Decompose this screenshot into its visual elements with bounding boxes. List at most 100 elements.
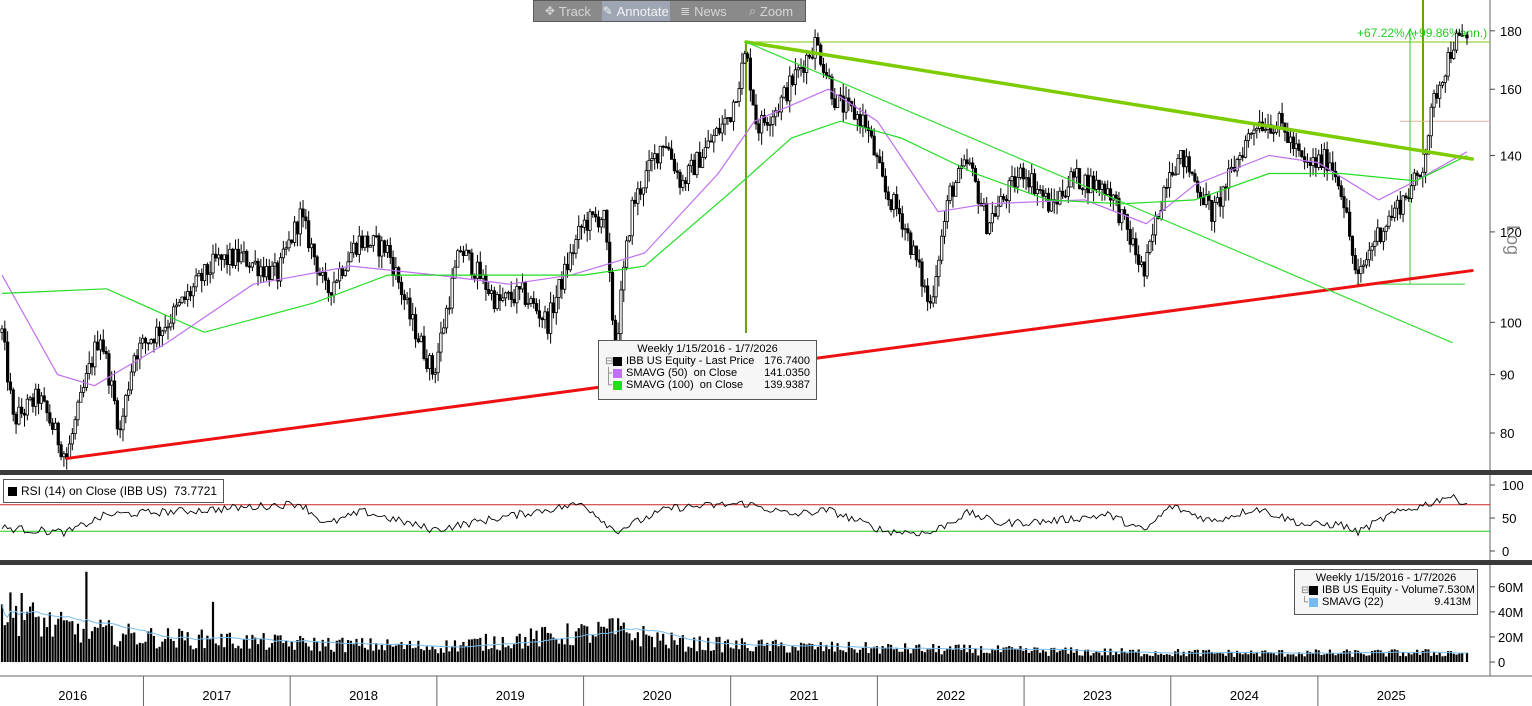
volume-bar [873, 646, 876, 662]
candle-body [526, 303, 530, 305]
year-label: 2025 [1377, 688, 1406, 703]
volume-bar [1342, 651, 1346, 662]
candle-body [1415, 172, 1419, 176]
volume-bar [479, 637, 482, 662]
rsi-legend[interactable]: RSI (14) on Close (IBB US) 73.7721 [3, 479, 225, 503]
volume-bar [135, 644, 139, 662]
volume-bar [1278, 650, 1281, 662]
volume-bar [79, 642, 82, 662]
candle-body [8, 381, 13, 391]
candle-body [1139, 261, 1144, 265]
volume-bar [341, 637, 344, 662]
volume-bar [484, 633, 488, 662]
volume-bar [1089, 655, 1092, 662]
candle-body [473, 274, 477, 279]
candle-body [762, 115, 767, 123]
volume-bar [23, 620, 26, 662]
volume-bar [1081, 655, 1084, 662]
track-button[interactable]: ✥ Track [544, 3, 591, 19]
candle-body [79, 391, 83, 403]
candle-body [1359, 266, 1363, 275]
volume-bar [850, 648, 853, 662]
volume-bar [898, 651, 901, 662]
volume-bar [963, 644, 966, 662]
volume-bar [406, 644, 409, 662]
volume-bar [1286, 654, 1289, 662]
price-legend[interactable]: Weekly 1/15/2016 - 1/7/2026 ⊟ IBB US Equi… [598, 340, 817, 400]
candle-body [267, 266, 271, 280]
candle-body [920, 261, 924, 287]
volume-bar [102, 626, 105, 662]
candle-body [51, 422, 55, 430]
candle-body [292, 221, 297, 243]
volume-bar [141, 643, 144, 662]
volume-bar [1328, 649, 1332, 662]
price-ytick-label: 80 [1500, 426, 1514, 441]
volume-bar [906, 649, 910, 662]
volume-bar [909, 653, 912, 662]
volume-bar [169, 638, 172, 662]
news-button[interactable]: ≣ News [680, 3, 727, 19]
candle-body [1263, 129, 1267, 132]
candle-body [205, 264, 209, 275]
price-ytick-label: 160 [1500, 82, 1522, 97]
candle-body [675, 170, 679, 173]
candle-body [1128, 228, 1132, 245]
volume-bar [220, 633, 223, 662]
volume-bar [780, 642, 783, 662]
candle-body [864, 114, 868, 129]
volume-bar [1275, 655, 1278, 662]
volume-bar [448, 651, 451, 662]
volume-bar [994, 650, 997, 662]
volume-bar [760, 639, 763, 662]
candle-body [1291, 136, 1295, 150]
candle-body [135, 355, 139, 360]
volume-bar [974, 648, 977, 662]
candle-body [343, 270, 347, 277]
volume-bar [366, 649, 369, 662]
volume-bar [791, 646, 794, 662]
candle-body [239, 252, 243, 263]
candle-body [996, 205, 1000, 217]
candle-body [422, 335, 426, 359]
volume-bar [977, 655, 980, 662]
candle-body [17, 406, 21, 425]
volume-bar [1281, 650, 1284, 662]
candle-body [112, 380, 117, 402]
candle-body [104, 351, 108, 355]
volume-bar [65, 620, 68, 662]
zoom-button[interactable]: ⌕ Zoom [749, 3, 794, 19]
volume-bar [693, 637, 696, 662]
candle-body [1187, 156, 1191, 173]
legend-row-sma100: └ SMAVG (100) on Close 139.9387 [605, 379, 810, 391]
volume-bar [504, 647, 507, 662]
volume-bar [130, 633, 133, 662]
candle-body [1089, 175, 1093, 194]
candle-body [512, 299, 516, 304]
candle-body [1252, 129, 1256, 134]
annotate-button[interactable]: ✎ Annotate [601, 1, 670, 21]
candle-body [366, 235, 370, 248]
candle-body [1401, 195, 1405, 215]
volume-bar [225, 633, 229, 662]
candle-body [1041, 189, 1045, 197]
volume-bar [633, 638, 637, 662]
volume-legend[interactable]: Weekly 1/15/2016 - 1/7/2026 ⊟ IBB US Equi… [1294, 569, 1478, 615]
volume-bar [985, 652, 988, 662]
candle-body [579, 225, 584, 228]
volume-bar [369, 638, 372, 662]
volume-bar [532, 639, 535, 662]
candle-body [557, 278, 561, 298]
volume-bar [729, 647, 732, 662]
volume-bar [1196, 649, 1199, 662]
volume-bar [349, 640, 352, 662]
candle-body [1024, 177, 1028, 180]
candle-body [495, 294, 499, 310]
volume-bar [794, 647, 797, 662]
candle-body [177, 302, 181, 306]
volume-bar [861, 647, 865, 662]
volume-bar [645, 634, 648, 662]
candle-body [371, 235, 375, 246]
candle-body [1235, 159, 1239, 172]
